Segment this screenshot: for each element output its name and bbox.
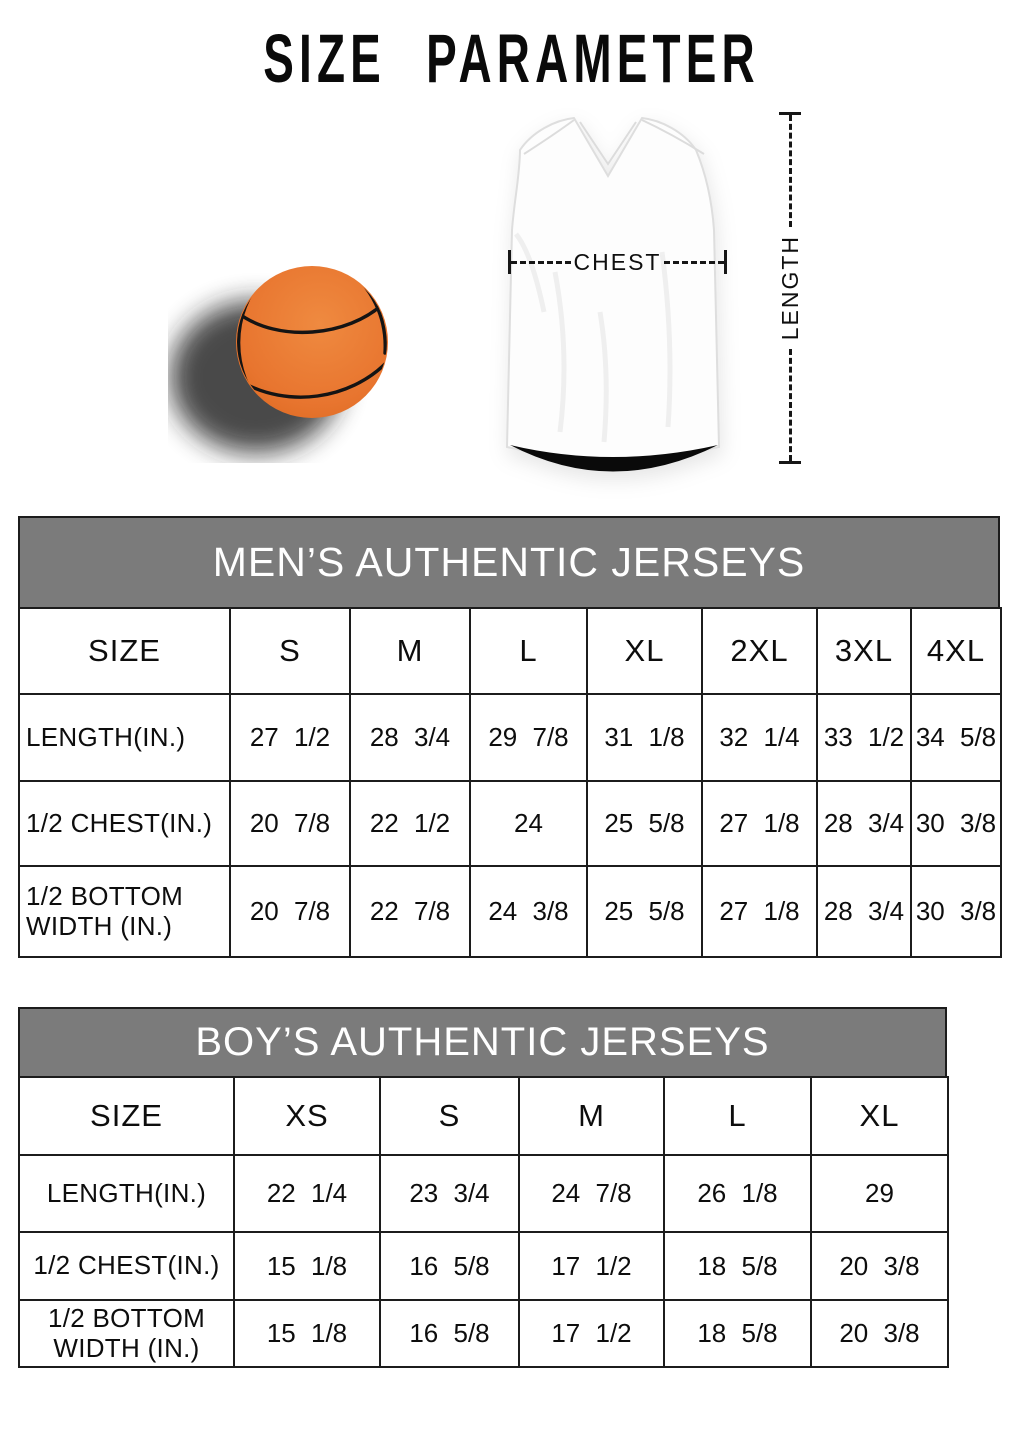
length-top-tick: [779, 112, 801, 115]
chest-measure-annotation: CHEST: [508, 248, 728, 275]
mens-size-col-xl: XL: [586, 607, 703, 695]
boys-length-m: 24 7/8: [518, 1154, 665, 1233]
boys-length-xl: 29: [810, 1154, 949, 1233]
mens-size-col-s: S: [229, 607, 351, 695]
boys-bottom-m: 17 1/2: [518, 1299, 665, 1368]
boys-size-label: SIZE: [18, 1076, 235, 1156]
mens-chest-s: 20 7/8: [229, 780, 351, 867]
mens-length-m: 28 3/4: [349, 693, 471, 782]
mens-size-table: SIZE S M L XL 2XL 3XL 4XL LENGTH(IN.) 27…: [18, 607, 1002, 958]
boys-bottom-s: 16 5/8: [379, 1299, 520, 1368]
mens-size-col-m: M: [349, 607, 471, 695]
mens-bottom-s: 20 7/8: [229, 865, 351, 958]
mens-bottom-4xl: 30 3/8: [910, 865, 1002, 958]
boys-chest-label: 1/2 CHEST(IN.): [18, 1231, 235, 1301]
mens-length-label: LENGTH(IN.): [18, 693, 231, 782]
mens-size-header-row: SIZE S M L XL 2XL 3XL 4XL: [18, 607, 1002, 695]
boys-bottom-l: 18 5/8: [663, 1299, 812, 1368]
boys-length-label: LENGTH(IN.): [18, 1154, 235, 1233]
length-measure-annotation: LENGTH: [773, 112, 807, 465]
mens-chest-l: 24: [469, 780, 588, 867]
mens-size-label: SIZE: [18, 607, 231, 695]
mens-chest-4xl: 30 3/8: [910, 780, 1002, 867]
mens-bottom-width-label: 1/2 BOTTOM WIDTH (IN.): [18, 865, 231, 958]
mens-chest-m: 22 1/2: [349, 780, 471, 867]
mens-size-col-l: L: [469, 607, 588, 695]
boys-bottom-xl: 20 3/8: [810, 1299, 949, 1368]
chest-dashed-line-right: [664, 260, 725, 264]
boys-size-table: SIZE XS S M L XL LENGTH(IN.) 22 1/4 23 3…: [18, 1076, 949, 1368]
mens-bottom-l: 24 3/8: [469, 865, 588, 958]
mens-chest-xl: 25 5/8: [586, 780, 703, 867]
mens-length-3xl: 33 1/2: [816, 693, 912, 782]
boys-chest-row: 1/2 CHEST(IN.) 15 1/8 16 5/8 17 1/2 18 5…: [18, 1231, 949, 1301]
boys-section-header: BOY’S AUTHENTIC JERSEYS: [18, 1007, 947, 1078]
boys-size-col-s: S: [379, 1076, 520, 1156]
mens-size-col-2xl: 2XL: [701, 607, 818, 695]
mens-section-header: MEN’S AUTHENTIC JERSEYS: [18, 516, 1000, 609]
chest-left-tick: [508, 250, 511, 274]
mens-length-row: LENGTH(IN.) 27 1/2 28 3/4 29 7/8 31 1/8 …: [18, 693, 1002, 782]
mens-length-2xl: 32 1/4: [701, 693, 818, 782]
mens-size-col-3xl: 3XL: [816, 607, 912, 695]
mens-size-col-4xl: 4XL: [910, 607, 1002, 695]
length-label: LENGTH: [776, 235, 803, 341]
mens-bottom-m: 22 7/8: [349, 865, 471, 958]
mens-bottom-2xl: 27 1/8: [701, 865, 818, 958]
boys-length-l: 26 1/8: [663, 1154, 812, 1233]
boys-size-col-xl: XL: [810, 1076, 949, 1156]
mens-chest-3xl: 28 3/4: [816, 780, 912, 867]
boys-size-col-m: M: [518, 1076, 665, 1156]
chest-right-tick: [724, 250, 728, 274]
boys-length-s: 23 3/4: [379, 1154, 520, 1233]
mens-length-4xl: 34 5/8: [910, 693, 1002, 782]
boys-bottom-width-row: 1/2 BOTTOM WIDTH (IN.) 15 1/8 16 5/8 17 …: [18, 1299, 949, 1368]
boys-chest-l: 18 5/8: [663, 1231, 812, 1301]
length-bottom-tick: [779, 461, 801, 465]
basketball-icon: [170, 266, 388, 453]
mens-chest-label: 1/2 CHEST(IN.): [18, 780, 231, 867]
mens-length-s: 27 1/2: [229, 693, 351, 782]
mens-length-l: 29 7/8: [469, 693, 588, 782]
mens-chest-row: 1/2 CHEST(IN.) 20 7/8 22 1/2 24 25 5/8 2…: [18, 780, 1002, 867]
chest-dashed-line-left: [511, 260, 571, 264]
mens-bottom-xl: 25 5/8: [586, 865, 703, 958]
mens-bottom-3xl: 28 3/4: [816, 865, 912, 958]
boys-chest-xs: 15 1/8: [233, 1231, 381, 1301]
chest-label: CHEST: [573, 248, 662, 275]
mens-chest-2xl: 27 1/8: [701, 780, 818, 867]
boys-chest-xl: 20 3/8: [810, 1231, 949, 1301]
boys-size-col-l: L: [663, 1076, 812, 1156]
boys-bottom-width-label: 1/2 BOTTOM WIDTH (IN.): [18, 1299, 235, 1368]
boys-size-header-row: SIZE XS S M L XL: [18, 1076, 949, 1156]
length-dashed-line-bottom: [788, 348, 792, 462]
boys-bottom-xs: 15 1/8: [233, 1299, 381, 1368]
mens-bottom-width-row: 1/2 BOTTOM WIDTH (IN.) 20 7/8 22 7/8 24 …: [18, 865, 1002, 958]
jersey-illustration: [505, 116, 721, 472]
boys-chest-m: 17 1/2: [518, 1231, 665, 1301]
boys-size-col-xs: XS: [233, 1076, 381, 1156]
page-title: SIZE PARAMETER: [263, 21, 761, 98]
boys-chest-s: 16 5/8: [379, 1231, 520, 1301]
boys-length-row: LENGTH(IN.) 22 1/4 23 3/4 24 7/8 26 1/8 …: [18, 1154, 949, 1233]
boys-length-xs: 22 1/4: [233, 1154, 381, 1233]
page-title-wrap: SIZE PARAMETER: [0, 22, 1024, 98]
length-dashed-line-top: [788, 115, 792, 228]
mens-length-xl: 31 1/8: [586, 693, 703, 782]
